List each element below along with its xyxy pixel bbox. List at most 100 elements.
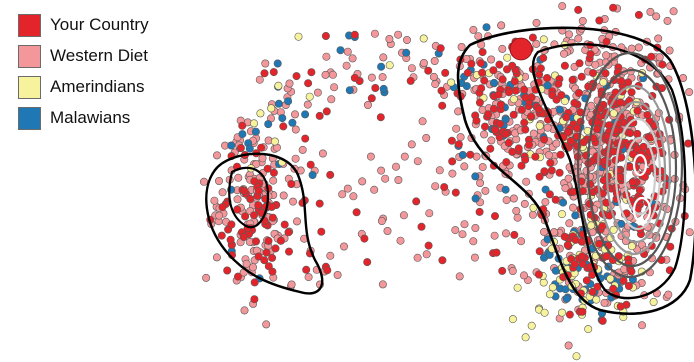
your-country-point	[246, 195, 255, 204]
western-diet-point	[210, 196, 219, 205]
your-country-point	[609, 3, 618, 12]
western-diet-point	[407, 140, 416, 149]
your-country-point	[639, 142, 648, 151]
malawians-point	[308, 171, 317, 180]
your-country-point	[601, 69, 610, 78]
your-country-point	[575, 59, 584, 68]
western-diet-point	[298, 145, 307, 154]
your-country-point	[627, 267, 636, 276]
western-diet-point	[249, 263, 258, 272]
western-diet-point	[202, 273, 211, 282]
malawians-point	[336, 46, 345, 55]
your-country-point	[540, 135, 549, 144]
your-country-point	[284, 228, 293, 237]
western-diet-point	[480, 130, 489, 139]
western-diet-point	[292, 217, 301, 226]
your-country-point	[475, 98, 484, 107]
your-country-point	[554, 79, 563, 88]
western-diet-point	[513, 213, 522, 222]
western-diet-point	[258, 154, 267, 163]
western-diet-point	[240, 306, 249, 315]
your-country-point	[264, 262, 273, 271]
western-diet-point	[261, 59, 270, 68]
your-country-point	[262, 248, 271, 257]
western-diet-point	[200, 177, 209, 186]
your-country-point	[287, 180, 296, 189]
western-diet-point	[383, 227, 392, 236]
your-country-point	[534, 270, 543, 279]
your-country-point	[321, 31, 330, 40]
your-country-point	[440, 183, 449, 192]
your-country-point	[565, 310, 574, 319]
western-diet-point	[652, 12, 661, 21]
your-country-point	[570, 99, 579, 108]
your-country-point	[602, 252, 611, 261]
your-country-point	[250, 211, 259, 220]
western-diet-point	[327, 95, 336, 104]
your-country-point	[609, 147, 618, 156]
your-country-point	[490, 212, 499, 221]
density-contour	[596, 84, 672, 256]
western-diet-point	[498, 44, 507, 53]
malawians-point	[501, 185, 510, 194]
amerindians-point	[557, 308, 566, 317]
your-country-point	[323, 266, 332, 275]
your-country-point	[284, 247, 293, 256]
density-contour	[228, 166, 270, 229]
western-diet-point	[469, 237, 478, 246]
density-contour	[456, 26, 694, 316]
western-diet-point	[328, 70, 337, 79]
amerindians-point	[548, 283, 557, 292]
amerindians-point	[584, 325, 593, 334]
your-country-point	[504, 138, 513, 147]
western-diet-point	[378, 280, 387, 289]
your-country-point	[498, 266, 507, 275]
western-diet-point	[429, 72, 438, 81]
western-diet-point	[349, 192, 358, 201]
your-country-point	[524, 140, 533, 149]
your-country-point	[239, 233, 248, 242]
density-contour	[605, 100, 667, 244]
amerindians-point	[649, 297, 658, 306]
your-country-point	[509, 110, 518, 119]
legend-label: Amerindians	[50, 77, 145, 96]
western-diet-point	[664, 290, 673, 299]
your-country-point	[517, 105, 526, 114]
legend-item-western-diet: Western Diet	[18, 41, 149, 71]
your-country-point	[535, 172, 544, 181]
your-country-point	[658, 60, 667, 69]
density-contour	[576, 51, 684, 279]
your-country-point	[598, 222, 607, 231]
western-diet-point	[591, 60, 600, 69]
western-diet-point	[413, 157, 422, 166]
western-diet-point	[520, 199, 529, 208]
your-country-point	[508, 147, 517, 156]
your-country-point	[269, 168, 278, 177]
your-country-point	[315, 199, 324, 208]
malawians-point	[288, 118, 297, 127]
your-country-point	[480, 122, 489, 131]
your-country-point	[437, 86, 446, 95]
western-diet-point	[394, 30, 403, 39]
your-country-point	[531, 152, 540, 161]
malawians-point	[402, 48, 411, 57]
western-diet-point	[539, 227, 548, 236]
legend: Your Country Western Diet Amerindians Ma…	[18, 10, 149, 134]
your-country-point	[555, 168, 564, 177]
western-diet-point	[470, 253, 479, 262]
western-diet-point	[304, 273, 313, 282]
your-country-point	[535, 247, 544, 256]
western-diet-point	[288, 197, 297, 206]
your-country-point	[302, 265, 311, 274]
western-diet-point	[430, 56, 439, 65]
your-country-point	[562, 113, 571, 122]
western-diet-point	[379, 53, 388, 62]
your-country-point	[292, 72, 301, 81]
western-diet-point	[381, 174, 390, 183]
your-country-point	[602, 37, 611, 46]
density-contour	[632, 153, 648, 177]
your-country-point	[552, 95, 561, 104]
malawians-point	[471, 194, 480, 203]
western-diet-point	[366, 152, 375, 161]
amerindians-point	[539, 35, 548, 44]
